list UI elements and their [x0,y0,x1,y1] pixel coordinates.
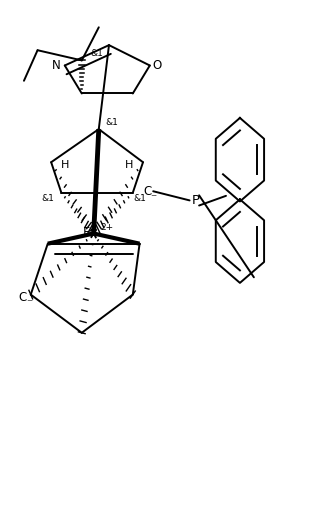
Text: ⁻: ⁻ [26,297,32,310]
Text: C: C [144,185,152,198]
Text: ⁻: ⁻ [150,192,157,206]
Text: &1: &1 [105,118,118,127]
Text: C: C [18,291,26,304]
Text: H: H [61,160,70,170]
Text: H: H [124,160,133,170]
Text: Fe: Fe [83,226,97,239]
Text: P: P [192,194,200,207]
Text: O: O [153,59,162,72]
Text: 2+: 2+ [100,223,113,232]
Text: &1: &1 [41,195,54,203]
Text: &1: &1 [90,49,103,58]
Text: &1: &1 [133,195,146,203]
Text: N: N [52,59,60,72]
